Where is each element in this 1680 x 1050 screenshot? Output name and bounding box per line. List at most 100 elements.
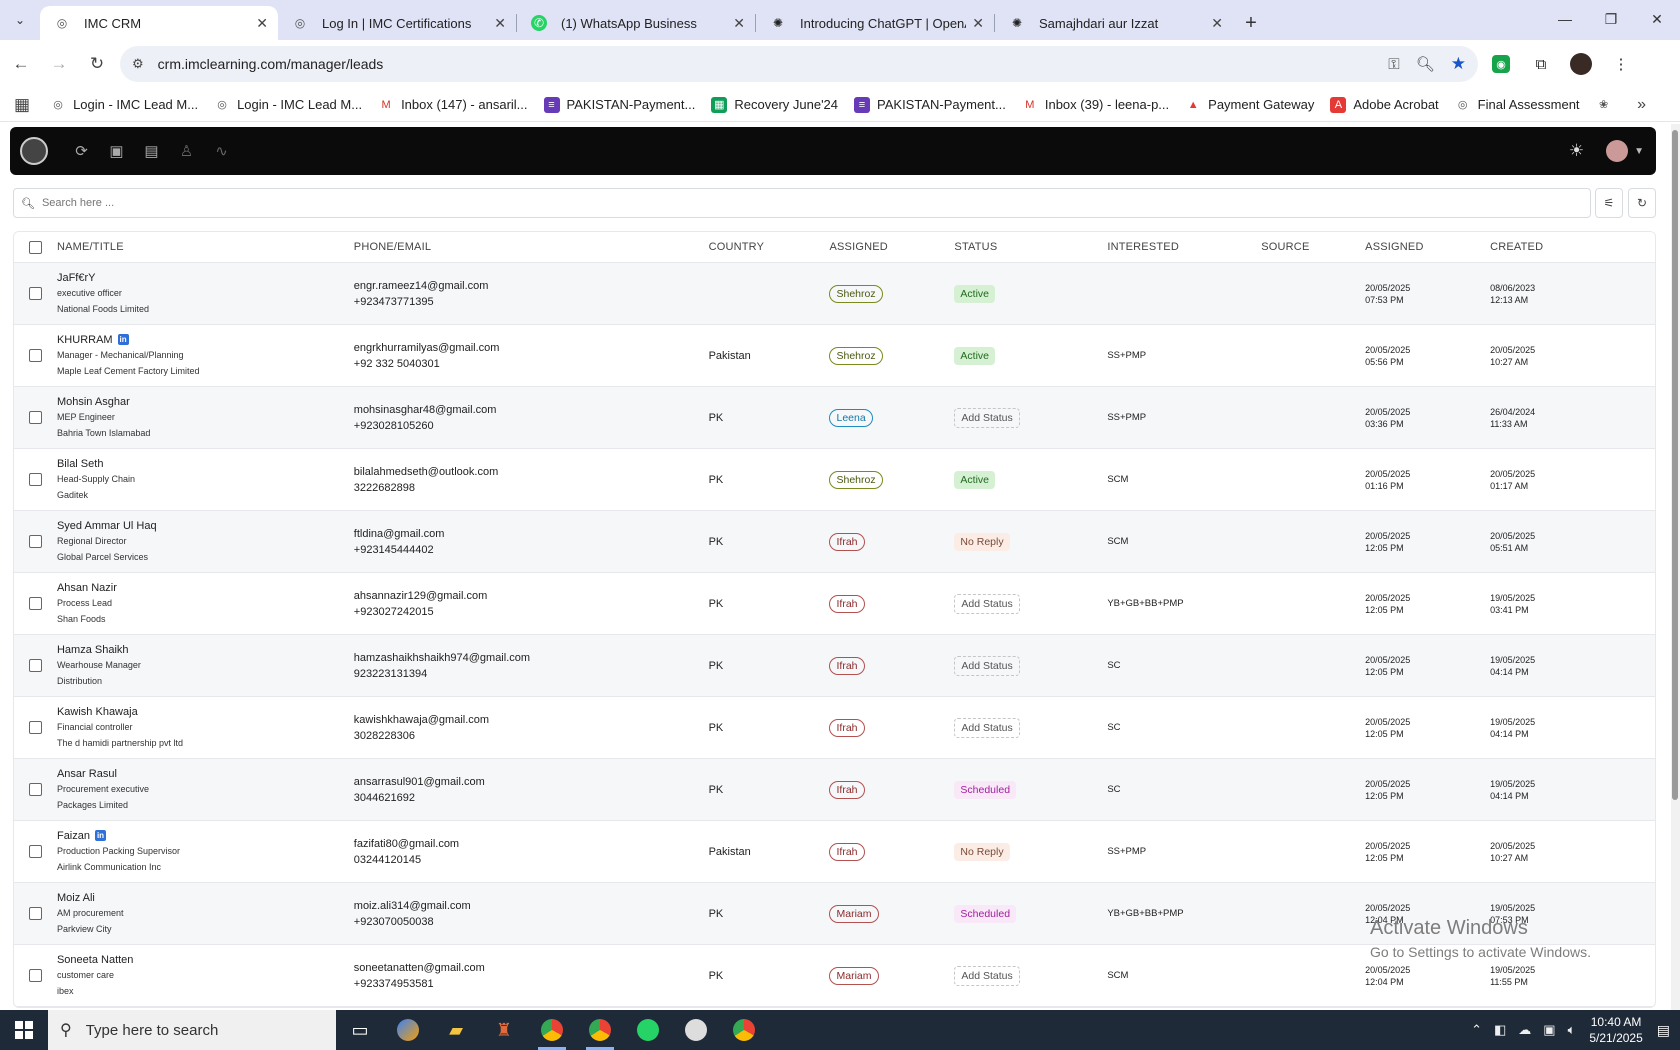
row-checkbox[interactable] <box>28 783 42 796</box>
imc-logo[interactable] <box>20 137 48 165</box>
status-badge[interactable]: Active <box>954 284 995 303</box>
status-badge[interactable]: Active <box>954 346 995 365</box>
lead-name[interactable]: Bilal Seth <box>56 457 104 470</box>
lead-phone[interactable]: +92 332 5040301 <box>353 357 440 370</box>
password-key-icon[interactable]: ⚿ <box>1388 55 1400 73</box>
lead-email[interactable]: engr.rameez14@gmail.com <box>353 279 489 292</box>
url-text[interactable]: crm.imclearning.com/manager/leads <box>157 56 384 72</box>
document-icon[interactable]: ▤ <box>144 143 159 160</box>
lead-name[interactable]: Ansar Rasul <box>56 767 117 780</box>
bookmark-item[interactable]: ≡ PAKISTAN-Payment... <box>854 96 1006 113</box>
close-window-button[interactable]: ✕ <box>1651 10 1663 27</box>
start-button[interactable] <box>0 1010 48 1050</box>
lead-email[interactable]: ftldina@gmail.com <box>353 527 445 540</box>
lead-email[interactable]: moiz.ali314@gmail.com <box>353 899 471 912</box>
browser-tab[interactable]: ◎ Log In | IMC Certifications ✕ <box>278 6 516 40</box>
close-icon[interactable]: ✕ <box>1211 14 1223 31</box>
task-view-icon[interactable]: ▭ <box>351 1019 369 1040</box>
table-row[interactable]: Ansar Rasul Procurement executive Packages… <box>14 759 1655 821</box>
lead-name[interactable]: Soneeta Natten <box>56 953 134 966</box>
lead-phone[interactable]: 3222682898 <box>353 481 415 494</box>
lead-phone[interactable]: 3044621692 <box>353 791 415 804</box>
assignee-badge[interactable]: Ifrah <box>829 718 865 737</box>
lead-email[interactable]: bilalahmedseth@outlook.com <box>353 465 499 478</box>
lead-name[interactable]: Syed Ammar Ul Haq <box>56 519 157 532</box>
profile-avatar[interactable] <box>1564 47 1598 81</box>
table-row[interactable]: JaFf€rY executive officer National Foods L… <box>14 263 1655 325</box>
row-checkbox[interactable] <box>28 535 42 548</box>
table-row[interactable]: Hamza Shaikh Wearhouse Manager Distributio… <box>14 635 1655 697</box>
file-explorer-icon[interactable]: ▰ <box>449 1019 463 1040</box>
reload-button[interactable]: ↻ <box>89 54 105 73</box>
table-row[interactable]: KHURRAM in Manager - Mechanical/Planning Ma… <box>14 325 1655 387</box>
lead-email[interactable]: soneetanatten@gmail.com <box>353 961 485 974</box>
zoom-icon[interactable]: 🔍︎ <box>1415 56 1435 73</box>
linkedin-icon[interactable]: in <box>117 334 129 345</box>
lead-name[interactable]: Ahsan Nazir <box>56 581 117 594</box>
chevron-down-icon[interactable]: ▼ <box>1634 145 1644 157</box>
lead-name[interactable]: Kawish Khawaja <box>56 705 138 718</box>
user-icon[interactable]: ♙ <box>179 143 194 160</box>
status-badge[interactable]: Active <box>954 470 995 489</box>
browser-tab[interactable]: ✺ Samajhdari aur Izzat ✕ <box>995 6 1233 40</box>
forward-button[interactable]: → <box>50 54 68 73</box>
row-checkbox[interactable] <box>28 473 42 486</box>
restore-button[interactable]: ❐ <box>1604 10 1618 27</box>
assignee-badge[interactable]: Leena <box>829 408 873 427</box>
header-status[interactable]: STATUS <box>954 241 998 253</box>
select-all-checkbox[interactable] <box>28 240 42 254</box>
app-pin-icon[interactable]: ♜ <box>495 1019 513 1040</box>
bookmark-item[interactable]: ◎ Final Assessment <box>1455 97 1580 113</box>
header-source[interactable]: SOURCE <box>1261 241 1310 253</box>
network-icon[interactable]: ▣ <box>1543 1022 1556 1037</box>
header-interested[interactable]: INTERESTED <box>1107 241 1179 253</box>
status-badge[interactable]: Add Status <box>954 717 1020 738</box>
onedrive-icon[interactable]: ☁ <box>1518 1022 1532 1037</box>
browser-tab[interactable]: ◎ IMC CRM ✕ <box>40 6 278 40</box>
assignee-badge[interactable]: Shehroz <box>829 346 883 365</box>
status-badge[interactable]: No Reply <box>954 532 1010 551</box>
calendar-check-icon[interactable]: ▣ <box>109 143 124 160</box>
lead-email[interactable]: fazifati80@gmail.com <box>353 837 460 850</box>
bookmark-star-icon[interactable]: ★ <box>1450 54 1466 73</box>
bookmark-item[interactable]: ◎ Login - IMC Lead M... <box>50 97 198 113</box>
lead-name[interactable]: Moiz Ali <box>56 891 95 904</box>
status-badge[interactable]: Scheduled <box>954 780 1017 799</box>
table-row[interactable]: Kawish Khawaja Financial controller The d … <box>14 697 1655 759</box>
header-phone[interactable]: PHONE/EMAIL <box>353 241 432 253</box>
lead-email[interactable]: engrkhurramilyas@gmail.com <box>353 341 500 354</box>
row-checkbox[interactable] <box>28 721 42 734</box>
lead-phone[interactable]: +923070050038 <box>353 915 434 928</box>
lead-email[interactable]: ansarrasul901@gmail.com <box>353 775 485 788</box>
search-input[interactable] <box>41 197 1542 209</box>
lead-name[interactable]: JaFf€rY <box>56 271 96 284</box>
bookmark-extra-icon[interactable]: ❀ <box>1598 99 1609 111</box>
lead-email[interactable]: mohsinasghar48@gmail.com <box>353 403 497 416</box>
table-row[interactable]: Faizan in Production Packing Supervisor Air… <box>14 821 1655 883</box>
theme-sun-icon[interactable]: ☀ <box>1568 141 1585 160</box>
status-badge[interactable]: Add Status <box>954 407 1020 428</box>
lead-phone[interactable]: +923027242015 <box>353 605 434 618</box>
page-scrollbar[interactable] <box>1671 124 1680 1010</box>
omnibox[interactable]: ⚙ crm.imclearning.com/manager/leads ⚿ 🔍︎… <box>120 46 1478 82</box>
header-name[interactable]: NAME/TITLE <box>56 241 124 253</box>
bookmark-item[interactable]: ▲ Payment Gateway <box>1185 97 1315 113</box>
clock-app-icon[interactable] <box>672 1010 720 1050</box>
status-badge[interactable]: No Reply <box>954 842 1010 861</box>
row-checkbox[interactable] <box>28 411 42 424</box>
row-checkbox[interactable] <box>28 659 42 672</box>
status-badge[interactable]: Scheduled <box>954 904 1017 923</box>
site-info-icon[interactable]: ⚙ <box>132 56 144 71</box>
header-created[interactable]: CREATED <box>1490 241 1544 253</box>
assignee-badge[interactable]: Shehroz <box>829 470 883 489</box>
extension-green-icon[interactable]: ◉ <box>1484 47 1518 81</box>
status-badge[interactable]: Add Status <box>954 593 1020 614</box>
lead-phone[interactable]: 923223131394 <box>353 667 428 680</box>
apps-grid-icon[interactable]: ▦ <box>14 94 31 114</box>
bookmark-item[interactable]: ≡ PAKISTAN-Payment... <box>543 96 695 113</box>
taskbar-clock[interactable]: 10:40 AM 5/21/2025 <box>1589 1014 1642 1046</box>
activity-icon[interactable]: ∿ <box>215 143 228 160</box>
assignee-badge[interactable]: Ifrah <box>829 594 865 613</box>
lead-phone[interactable]: +923145444402 <box>353 543 434 556</box>
bookmarks-overflow-icon[interactable]: » <box>1637 95 1646 113</box>
